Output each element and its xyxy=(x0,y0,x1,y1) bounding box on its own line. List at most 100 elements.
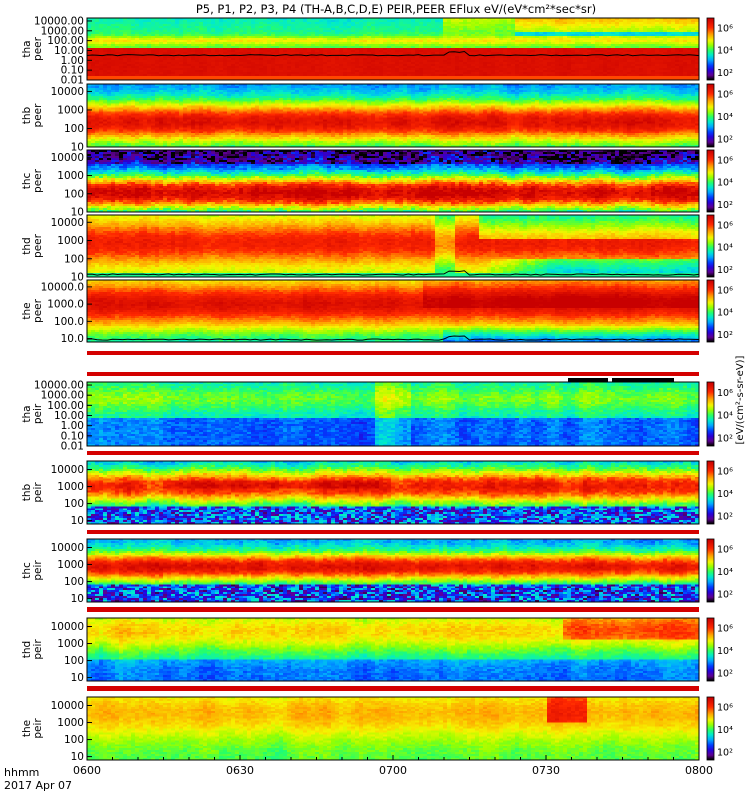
data-gap-bar xyxy=(87,372,699,376)
spectrogram-thc-peer xyxy=(87,150,699,212)
y-tick-label: 10.0 xyxy=(61,333,84,345)
panels: 10000.001000.00100.0010.001.000.100.01th… xyxy=(21,15,746,763)
panel-frame xyxy=(86,460,700,525)
spectrogram-thb-peer xyxy=(87,84,699,147)
y-tick-label: 1000 xyxy=(57,717,84,729)
flag-bar xyxy=(612,378,674,382)
panel-thc-peer: 10000 1000 100 10 thcpeer 10² 10⁴ 10⁶ xyxy=(21,149,733,219)
colorbar-tick-label: 10² xyxy=(717,590,733,601)
colorbar xyxy=(707,280,714,342)
y-tick-label: 1.00 xyxy=(61,55,84,67)
colorbar-frame xyxy=(706,149,715,213)
panel-thd-peer: 10000 1000 100 10 thdpeer 10² 10⁴ 10⁶ xyxy=(21,214,733,284)
colorbar-tick-label: 10⁶ xyxy=(717,155,733,166)
colorbar-tick-label: 10² xyxy=(717,265,733,276)
y-axis-label: thapeer xyxy=(21,36,44,61)
panel-the-peer: 10000.0 1000.0 100.0 10.0 thepeer 10² 10⁴ 10⁶ xyxy=(21,279,733,345)
colorbar-frame xyxy=(706,83,715,148)
y-tick-label: 100 xyxy=(64,123,84,135)
colorbar xyxy=(707,539,714,602)
colorbar-tick-label: 10⁴ xyxy=(717,243,733,254)
colorbar xyxy=(707,150,714,212)
colorbar-frame xyxy=(706,214,715,278)
colorbar-tick-label: 10² xyxy=(717,135,733,146)
y-tick-label: 10000 xyxy=(51,86,84,98)
panel-thb-peer: 10000 1000 100 10 thbpeer 10² 10⁴ 10⁶ xyxy=(21,83,733,154)
x-tick-label: 0800 xyxy=(685,764,713,777)
potential-line xyxy=(86,270,700,276)
y-tick-label: 0.01 xyxy=(61,441,84,453)
x-tick-label: 0730 xyxy=(532,764,560,777)
colorbar-frame xyxy=(706,538,715,603)
spectrogram-the-peer xyxy=(87,280,699,342)
date-label: 2017 Apr 07 xyxy=(4,779,72,792)
potential-line xyxy=(86,335,700,341)
y-tick-label: 10000.00 xyxy=(34,380,84,392)
spectrogram-tha-peir xyxy=(87,382,699,446)
y-tick-label: 1000.0 xyxy=(47,299,84,311)
y-tick-label: 1000 xyxy=(57,638,84,650)
data-gap-bar xyxy=(87,530,699,534)
x-start-label: hhmm xyxy=(4,766,39,779)
colorbar-tick-label: 10⁶ xyxy=(717,388,733,399)
y-tick-label: 10 xyxy=(71,751,84,763)
y-tick-label: 10.00 xyxy=(54,45,84,57)
colorbar-tick-label: 10⁴ xyxy=(717,178,733,189)
colorbar-tick-label: 10⁶ xyxy=(717,545,733,556)
y-axis-label: thbpeir xyxy=(21,482,44,503)
spectrogram-thd-peir xyxy=(87,618,699,681)
colorbar-frame xyxy=(706,696,715,761)
y-tick-label: 100 xyxy=(64,253,84,265)
y-tick-label: 1000 xyxy=(57,481,84,493)
panel-thc-peir: 10000 1000 100 10 thcpeir 10² 10⁴ 10⁶ xyxy=(21,538,733,605)
panel-frame xyxy=(86,149,700,213)
y-tick-label: 100.00 xyxy=(47,400,84,412)
colorbar-tick-label: 10⁶ xyxy=(717,467,733,478)
y-axis-label: thepeer xyxy=(21,298,44,323)
colorbar-tick-label: 10⁴ xyxy=(717,725,733,736)
y-tick-label: 100 xyxy=(64,655,84,667)
y-tick-label: 100 xyxy=(64,188,84,200)
y-tick-label: 0.10 xyxy=(61,65,84,77)
spectrogram-tha-peer xyxy=(87,18,699,80)
colorbar-tick-label: 10² xyxy=(717,434,733,445)
y-tick-label: 1000 xyxy=(57,170,84,182)
y-tick-label: 10 xyxy=(71,515,84,527)
y-axis-label: thdpeir xyxy=(21,639,44,660)
data-gap-bar xyxy=(87,686,699,691)
colorbar xyxy=(707,18,714,80)
spectrogram-thd-peer xyxy=(87,215,699,277)
panel-frame xyxy=(86,538,700,603)
y-tick-label: 10000 xyxy=(51,152,84,164)
y-tick-label: 10 xyxy=(71,272,84,284)
y-tick-label: 10000 xyxy=(51,464,84,476)
colorbar-frame xyxy=(706,460,715,525)
y-tick-label: 100 xyxy=(64,734,84,746)
y-tick-label: 100 xyxy=(64,576,84,588)
y-axis-label: thcpeir xyxy=(21,560,44,581)
panel-frame xyxy=(86,17,700,81)
y-tick-label: 10 xyxy=(71,672,84,684)
colorbar-tick-label: 10⁶ xyxy=(717,220,733,231)
panel-frame xyxy=(86,83,700,148)
y-tick-label: 100 xyxy=(64,498,84,510)
y-tick-label: 1.00 xyxy=(61,420,84,432)
y-axis-label: thdpeer xyxy=(21,233,44,258)
colorbar-tick-label: 10⁶ xyxy=(717,90,733,101)
colorbar-frame xyxy=(706,381,715,447)
colorbar-tick-label: 10⁴ xyxy=(717,489,733,500)
colorbar-tick-label: 10⁶ xyxy=(717,285,733,296)
y-tick-label: 10 xyxy=(71,207,84,219)
colorbar xyxy=(707,215,714,277)
colorbar-tick-label: 10⁴ xyxy=(717,46,733,57)
data-gap-bar xyxy=(87,451,699,455)
colorbar-tick-label: 10⁶ xyxy=(717,624,733,635)
colorbar-tick-label: 10⁴ xyxy=(717,567,733,578)
colorbar-tick-label: 10² xyxy=(717,200,733,211)
y-tick-label: 0.10 xyxy=(61,430,84,442)
spectrogram-the-peir xyxy=(87,697,699,760)
y-tick-label: 100.0 xyxy=(54,316,84,328)
